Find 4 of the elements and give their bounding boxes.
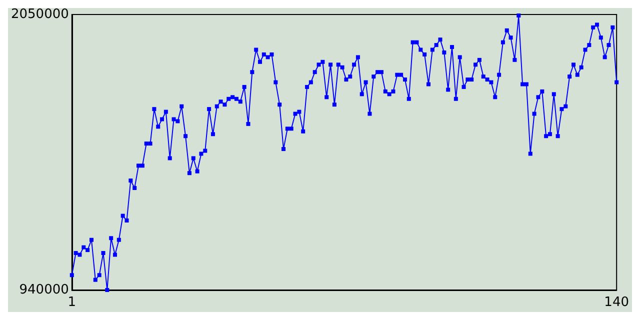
x-tick-label: 140 xyxy=(604,295,630,310)
y-tick-label: 940000 xyxy=(19,282,69,298)
x-tick-label: 1 xyxy=(68,295,76,310)
y-tick-label: 2050000 xyxy=(10,7,69,22)
